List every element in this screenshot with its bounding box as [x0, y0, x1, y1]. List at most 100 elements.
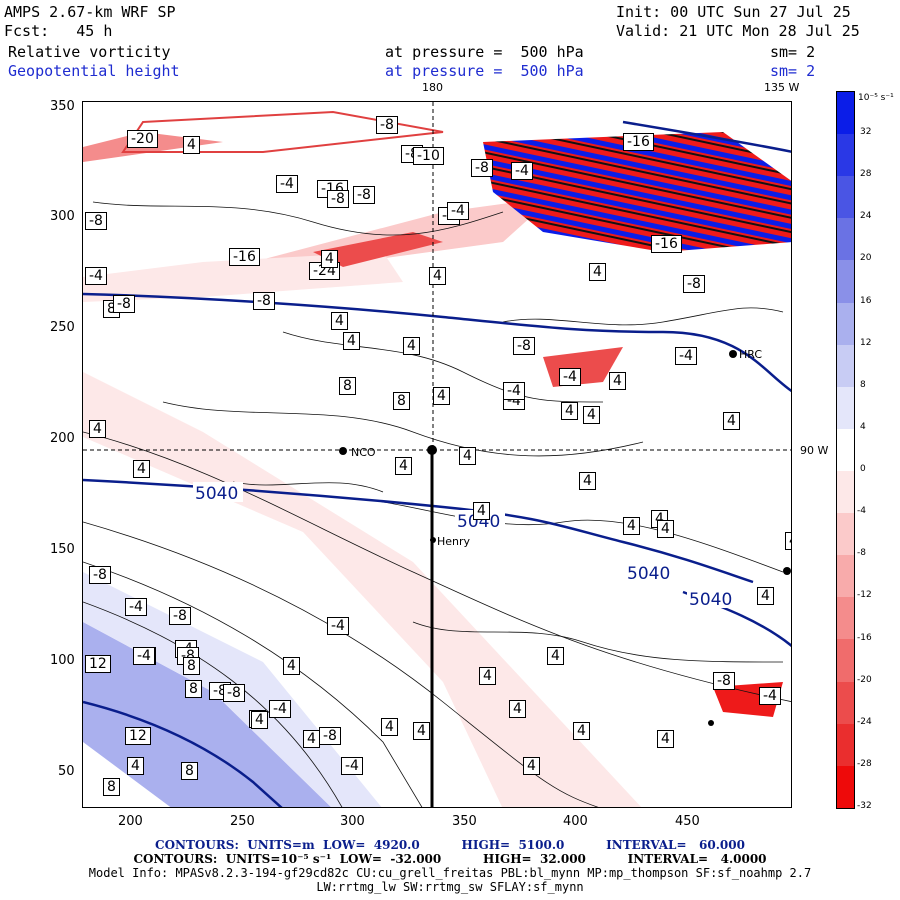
vorticity-contour-label: -8 [253, 292, 275, 310]
colorbar-level-label: -8 [857, 548, 866, 559]
vorticity-contour-label: 4 [459, 447, 476, 465]
colorbar-swatch [837, 639, 854, 682]
meridian-label-135w: 135 W [764, 81, 800, 94]
x-tick-400: 400 [563, 814, 588, 829]
colorbar-swatch [837, 513, 854, 556]
station-se-marker [708, 720, 714, 726]
vorticity-contour-label: -4 [85, 267, 107, 285]
field2-pressure: at pressure = 500 hPa [385, 62, 584, 80]
colorbar-level-label: -24 [857, 716, 872, 727]
vorticity-contour-label: 4 [583, 406, 600, 424]
field2-name: Geopotential height [8, 62, 180, 80]
colorbar-unit: 10⁻⁵ s⁻¹ [858, 93, 894, 103]
vorticity-contour-label: -8 [319, 727, 341, 745]
vorticity-contour-label: 8 [185, 680, 202, 698]
colorbar-swatch [837, 176, 854, 219]
vorticity-contour-label: 4 [251, 711, 268, 729]
vorticity-contour-label: 8 [103, 778, 120, 796]
height-contour-north [83, 292, 791, 393]
colorbar-swatch [837, 260, 854, 303]
colorbar-level-label: 24 [860, 211, 872, 222]
vorticity-contour-label: 4 [757, 587, 774, 605]
y-tick-300: 300 [50, 209, 75, 224]
colorbar-swatch [837, 681, 854, 724]
cross-section-start-marker [427, 445, 437, 455]
vorticity-contour-label: 4 [561, 402, 578, 420]
vorticity-streak-1 [313, 232, 443, 267]
colorbar-level-label: -4 [857, 506, 866, 517]
vorticity-contour-label: 4 [321, 250, 338, 268]
x-tick-200: 200 [118, 814, 143, 829]
vorticity-contour-label: -8 [223, 684, 245, 702]
vorticity-contour-label: 4 [657, 730, 674, 748]
init-time: Init: 00 UTC Sun 27 Jul 25 [616, 3, 851, 21]
colorbar-level-label: 28 [860, 169, 872, 180]
vorticity-contour-label: 8 [183, 657, 200, 675]
colorbar-swatch [837, 723, 854, 766]
station-label-nco: NCO [351, 446, 376, 459]
vorticity-streaks-ne [483, 132, 791, 252]
colorbar-level-label: 4 [860, 421, 866, 432]
vorticity-contour-label: 4 [623, 517, 640, 535]
meridian-label-180: 180 [422, 81, 443, 94]
vorticity-contour-label: 4 [479, 667, 496, 685]
vorticity-contour-label: 4 [89, 420, 106, 438]
vorticity-contour-label: 4 [183, 136, 200, 154]
vorticity-thin-contours [83, 201, 791, 807]
y-tick-200: 200 [50, 431, 75, 446]
station-nco-marker [339, 447, 347, 455]
colorbar-swatch [837, 765, 854, 808]
footer-model-info: Model Info: MPASv8.2.3-194-gf29cd82c CU:… [88, 866, 812, 880]
valid-time: Valid: 21 UTC Mon 28 Jul 25 [616, 22, 860, 40]
colorbar-level-label: -32 [857, 801, 872, 811]
vorticity-contour-label: -8 [513, 337, 535, 355]
vorticity-contour-label: -4 [759, 687, 781, 705]
model-title: AMPS 2.67-km WRF SP [4, 3, 176, 21]
forecast-hour: Fcst: 45 h [4, 22, 113, 40]
height-label-1: 5040 [195, 484, 238, 504]
colorbar-swatch [837, 555, 854, 598]
height-label-4: 5040 [689, 590, 732, 610]
colorbar-level-label: -28 [857, 758, 872, 769]
vorticity-contour-label: -4 [511, 162, 533, 180]
colorbar-level-label: 32 [860, 127, 872, 138]
colorbar-swatch [837, 597, 854, 640]
vorticity-contour-label: 12 [85, 655, 111, 673]
vorticity-contour-label: 4 [579, 472, 596, 490]
vorticity-contour-label: -8 [169, 607, 191, 625]
vorticity-contour-label: 4 [331, 312, 348, 330]
station-east-marker [783, 567, 791, 575]
colorbar-swatch [837, 302, 854, 345]
vorticity-contour-label: -16 [623, 133, 654, 151]
station-henry-marker [430, 537, 436, 543]
height-contour-ne [622, 120, 791, 153]
station-label-hrc: HRC [739, 348, 762, 361]
vorticity-contour-label: -4 [447, 202, 469, 220]
vorticity-contour-label: -4 [327, 617, 349, 635]
colorbar-swatch [837, 470, 854, 514]
colorbar-swatch [837, 386, 854, 429]
colorbar-swatches [836, 91, 855, 809]
vorticity-contour-label: 4 [589, 263, 606, 281]
x-tick-300: 300 [340, 814, 365, 829]
y-tick-350: 350 [50, 99, 75, 114]
vorticity-contour-label: -8 [353, 186, 375, 204]
vorticity-contour-label: 4 [547, 647, 564, 665]
y-tick-250: 250 [50, 320, 75, 335]
vorticity-contour-label: 4 [395, 457, 412, 475]
height-contour-south [83, 700, 283, 807]
colorbar-swatch [837, 92, 854, 135]
y-tick-100: 100 [50, 653, 75, 668]
vorticity-contour-label: 4 [573, 722, 590, 740]
vorticity-contour-label: -4 [133, 647, 155, 665]
vorticity-contour-label: -4 [125, 598, 147, 616]
vorticity-contour-label: -16 [651, 235, 682, 253]
vorticity-contour-label: 4 [509, 700, 526, 718]
vorticity-contour-label: -4 [503, 382, 525, 400]
vorticity-contour-label: -8 [113, 295, 135, 313]
colorbar-level-label: 12 [860, 337, 872, 348]
colorbar-level-label: 16 [860, 295, 872, 306]
footer-physics-info: LW:rrtmg_lw SW:rrtmg_sw SFLAY:sf_mynn [316, 880, 584, 894]
vorticity-contour-label: 12 [125, 727, 151, 745]
vorticity-contour-label: 4 [283, 657, 300, 675]
